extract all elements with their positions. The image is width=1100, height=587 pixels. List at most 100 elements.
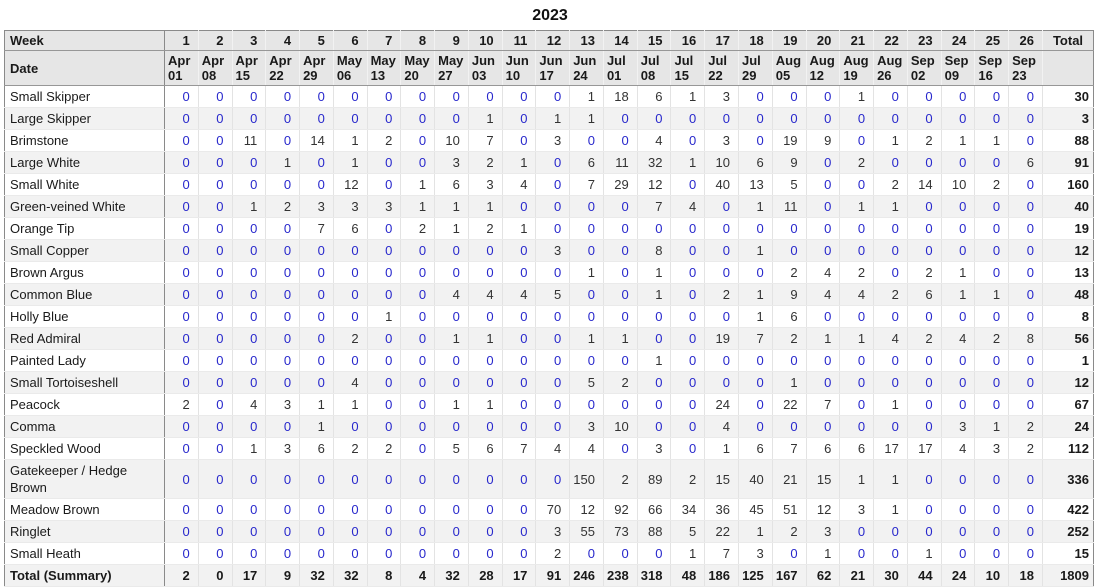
zero-count-link[interactable]: 0 — [603, 393, 638, 416]
zero-count-link[interactable]: 0 — [1008, 459, 1043, 499]
zero-count-link[interactable]: 0 — [164, 239, 199, 262]
zero-count-link[interactable]: 0 — [873, 239, 908, 262]
zero-count-link[interactable]: 0 — [232, 459, 267, 499]
zero-count-link[interactable]: 0 — [434, 85, 469, 108]
zero-count-link[interactable]: 0 — [974, 239, 1010, 262]
zero-count-link[interactable]: 0 — [333, 239, 368, 262]
zero-count-link[interactable]: 0 — [367, 173, 402, 196]
zero-count-link[interactable]: 0 — [164, 107, 199, 130]
zero-count-link[interactable]: 0 — [265, 327, 301, 350]
zero-count-link[interactable]: 0 — [839, 371, 875, 394]
zero-count-link[interactable]: 0 — [468, 498, 503, 521]
zero-count-link[interactable]: 0 — [873, 415, 908, 438]
zero-count-link[interactable]: 0 — [974, 349, 1010, 372]
zero-count-link[interactable]: 0 — [299, 85, 334, 108]
zero-count-link[interactable]: 0 — [535, 349, 571, 372]
zero-count-link[interactable]: 0 — [232, 327, 267, 350]
zero-count-link[interactable]: 0 — [873, 371, 908, 394]
zero-count-link[interactable]: 0 — [198, 129, 233, 152]
zero-count-link[interactable]: 0 — [198, 393, 233, 416]
zero-count-link[interactable]: 0 — [974, 459, 1010, 499]
zero-count-link[interactable]: 0 — [198, 195, 233, 218]
zero-count-link[interactable]: 0 — [400, 498, 436, 521]
zero-count-link[interactable]: 0 — [535, 261, 571, 284]
zero-count-link[interactable]: 0 — [468, 459, 503, 499]
zero-count-link[interactable]: 0 — [198, 261, 233, 284]
zero-count-link[interactable]: 0 — [974, 542, 1010, 565]
zero-count-link[interactable]: 0 — [1008, 173, 1043, 196]
zero-count-link[interactable]: 0 — [907, 520, 942, 543]
zero-count-link[interactable]: 0 — [941, 85, 976, 108]
zero-count-link[interactable]: 0 — [400, 542, 436, 565]
zero-count-link[interactable]: 0 — [839, 217, 875, 240]
zero-count-link[interactable]: 0 — [772, 415, 807, 438]
zero-count-link[interactable]: 0 — [265, 217, 301, 240]
zero-count-link[interactable]: 0 — [637, 393, 672, 416]
zero-count-link[interactable]: 0 — [738, 129, 773, 152]
zero-count-link[interactable]: 0 — [164, 305, 199, 328]
zero-count-link[interactable]: 0 — [1008, 349, 1043, 372]
zero-count-link[interactable]: 0 — [907, 393, 942, 416]
zero-count-link[interactable]: 0 — [704, 371, 740, 394]
zero-count-link[interactable]: 0 — [839, 393, 875, 416]
zero-count-link[interactable]: 0 — [198, 217, 233, 240]
zero-count-link[interactable]: 0 — [670, 239, 706, 262]
zero-count-link[interactable]: 0 — [873, 305, 908, 328]
zero-count-link[interactable]: 0 — [468, 305, 503, 328]
zero-count-link[interactable]: 0 — [367, 542, 402, 565]
zero-count-link[interactable]: 0 — [400, 85, 436, 108]
zero-count-link[interactable]: 0 — [637, 327, 672, 350]
zero-count-link[interactable]: 0 — [232, 239, 267, 262]
zero-count-link[interactable]: 0 — [265, 129, 301, 152]
zero-count-link[interactable]: 0 — [873, 542, 908, 565]
zero-count-link[interactable]: 0 — [333, 107, 368, 130]
zero-count-link[interactable]: 0 — [367, 459, 402, 499]
zero-count-link[interactable]: 0 — [1008, 195, 1043, 218]
zero-count-link[interactable]: 0 — [839, 349, 875, 372]
zero-count-link[interactable]: 0 — [907, 195, 942, 218]
zero-count-link[interactable]: 0 — [907, 305, 942, 328]
zero-count-link[interactable]: 0 — [198, 305, 233, 328]
zero-count-link[interactable]: 0 — [941, 393, 976, 416]
zero-count-link[interactable]: 0 — [265, 498, 301, 521]
zero-count-link[interactable]: 0 — [603, 305, 638, 328]
zero-count-link[interactable]: 0 — [502, 327, 537, 350]
zero-count-link[interactable]: 0 — [400, 283, 436, 306]
zero-count-link[interactable]: 0 — [670, 283, 706, 306]
zero-count-link[interactable]: 0 — [434, 107, 469, 130]
zero-count-link[interactable]: 0 — [772, 107, 807, 130]
zero-count-link[interactable]: 0 — [806, 239, 841, 262]
zero-count-link[interactable]: 0 — [400, 305, 436, 328]
zero-count-link[interactable]: 0 — [806, 173, 841, 196]
zero-count-link[interactable]: 0 — [637, 107, 672, 130]
zero-count-link[interactable]: 0 — [434, 542, 469, 565]
zero-count-link[interactable]: 0 — [198, 349, 233, 372]
zero-count-link[interactable]: 0 — [232, 305, 267, 328]
zero-count-link[interactable]: 0 — [265, 305, 301, 328]
zero-count-link[interactable]: 0 — [400, 349, 436, 372]
zero-count-link[interactable]: 0 — [502, 498, 537, 521]
zero-count-link[interactable]: 0 — [839, 107, 875, 130]
zero-count-link[interactable]: 0 — [400, 393, 436, 416]
zero-count-link[interactable]: 0 — [164, 261, 199, 284]
zero-count-link[interactable]: 0 — [367, 261, 402, 284]
zero-count-link[interactable]: 0 — [164, 151, 199, 174]
zero-count-link[interactable]: 0 — [907, 85, 942, 108]
zero-count-link[interactable]: 0 — [502, 393, 537, 416]
zero-count-link[interactable]: 0 — [907, 107, 942, 130]
zero-count-link[interactable]: 0 — [535, 371, 571, 394]
zero-count-link[interactable]: 0 — [502, 542, 537, 565]
zero-count-link[interactable]: 0 — [1008, 261, 1043, 284]
zero-count-link[interactable]: 0 — [232, 498, 267, 521]
zero-count-link[interactable]: 0 — [367, 498, 402, 521]
zero-count-link[interactable]: 0 — [1008, 107, 1043, 130]
zero-count-link[interactable]: 0 — [603, 437, 638, 460]
zero-count-link[interactable]: 0 — [502, 85, 537, 108]
zero-count-link[interactable]: 0 — [535, 151, 571, 174]
zero-count-link[interactable]: 0 — [232, 371, 267, 394]
zero-count-link[interactable]: 0 — [1008, 283, 1043, 306]
zero-count-link[interactable]: 0 — [569, 283, 604, 306]
zero-count-link[interactable]: 0 — [603, 195, 638, 218]
zero-count-link[interactable]: 0 — [232, 283, 267, 306]
zero-count-link[interactable]: 0 — [400, 239, 436, 262]
